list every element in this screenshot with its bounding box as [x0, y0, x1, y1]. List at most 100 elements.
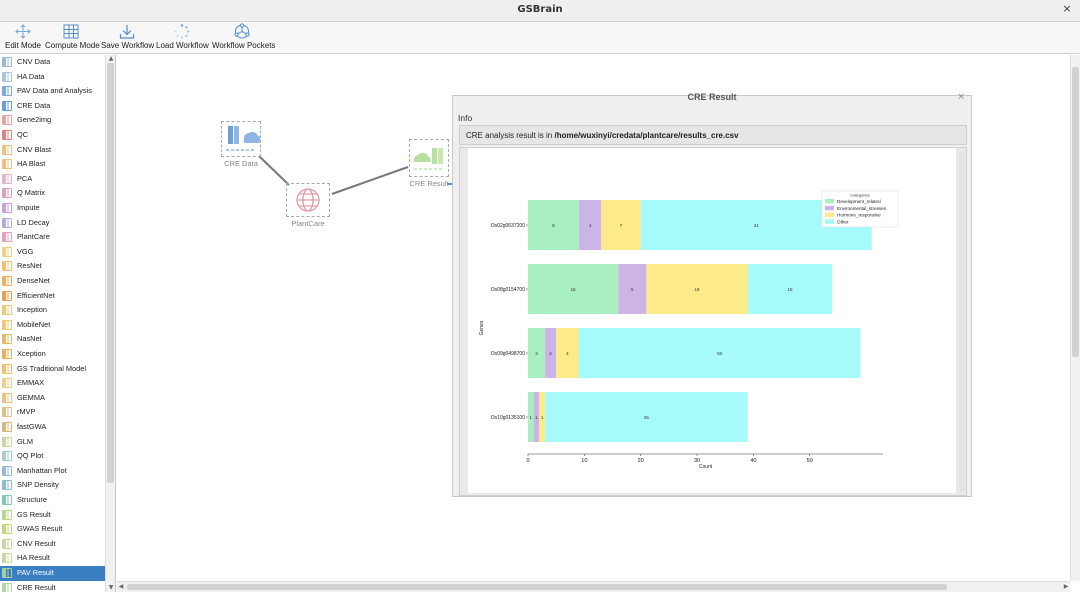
- sidebar-item[interactable]: DenseNet: [0, 274, 105, 289]
- sidebar-item[interactable]: HA Result: [0, 551, 105, 566]
- sidebar-item[interactable]: SNP Density: [0, 478, 105, 493]
- chart-x-axis-label: Count: [699, 464, 713, 470]
- module-icon: [2, 261, 12, 272]
- scroll-right-icon[interactable]: ▶: [1063, 583, 1069, 590]
- sidebar-item[interactable]: Gene2img: [0, 113, 105, 128]
- sidebar-item[interactable]: EMMAX: [0, 376, 105, 391]
- scroll-up-icon[interactable]: ▲: [108, 55, 114, 62]
- module-icon: [2, 115, 12, 126]
- chart-bar-segment: [539, 392, 545, 442]
- sidebar-item-label: HA Blast: [17, 159, 46, 169]
- sidebar-item-label: CRE Data: [17, 100, 51, 110]
- sidebar-item[interactable]: Impute: [0, 201, 105, 216]
- sidebar-item[interactable]: PCA: [0, 172, 105, 187]
- chart-legend-swatch: [825, 219, 834, 224]
- edit-mode-label: Edit Mode: [4, 41, 42, 50]
- sidebar-item-label: HA Data: [17, 71, 45, 81]
- chart-legend-swatch: [825, 212, 834, 218]
- sidebar-item-label: PlantCare: [17, 232, 50, 242]
- node-plantcare[interactable]: PlantCare: [283, 183, 333, 228]
- sidebar-item[interactable]: CRE Data: [0, 99, 105, 114]
- module-icon: [2, 290, 12, 301]
- chart-data-label: 36: [644, 415, 650, 420]
- sidebar-item[interactable]: Structure: [0, 493, 105, 508]
- sidebar-item[interactable]: GS Traditional Model: [0, 362, 105, 377]
- sidebar-item[interactable]: PAV Result: [0, 566, 105, 581]
- sidebar-item[interactable]: EfficientNet: [0, 289, 105, 304]
- sidebar-item[interactable]: Inception: [0, 303, 105, 318]
- sidebar-item[interactable]: GLM: [0, 435, 105, 450]
- sidebar-item[interactable]: Xception: [0, 347, 105, 362]
- chart-bar-segment: [618, 264, 647, 314]
- chart-legend-entry: Other: [837, 219, 849, 224]
- sidebar-item[interactable]: fastGWA: [0, 420, 105, 435]
- node-cre-result[interactable]: CRE Result: [406, 139, 452, 188]
- sidebar-item[interactable]: HA Blast: [0, 157, 105, 172]
- connection-line: [331, 166, 409, 195]
- canvas-horizontal-scrollbar[interactable]: ◀ ▶: [117, 581, 1070, 592]
- module-icon: [2, 232, 12, 243]
- module-icon: [2, 276, 12, 286]
- load-workflow-button[interactable]: Load Workflow: [156, 23, 209, 53]
- sidebar-item[interactable]: GS Result: [0, 508, 105, 523]
- dialog-close-button[interactable]: ×: [957, 92, 965, 102]
- sidebar-item[interactable]: Q Matrix: [0, 186, 105, 201]
- sidebar-item[interactable]: NasNet: [0, 332, 105, 347]
- plot-scrollbar[interactable]: [959, 152, 965, 492]
- chart-bar-segment: [544, 328, 557, 378]
- sidebar-item[interactable]: VGG: [0, 245, 105, 260]
- sidebar-item[interactable]: QC: [0, 128, 105, 143]
- sidebar-item[interactable]: GWAS Result: [0, 522, 105, 537]
- window-title: GSBrain: [517, 4, 563, 15]
- window-close-button[interactable]: ×: [1062, 2, 1072, 15]
- chart-x-tick-label: 50: [807, 458, 813, 464]
- chart-legend-entry: Hormone_responsive: [837, 213, 881, 218]
- sidebar-item[interactable]: CRE Result: [0, 581, 105, 592]
- move-icon: [15, 24, 31, 39]
- save-workflow-label: Save Workflow: [101, 41, 155, 50]
- compute-mode-button[interactable]: Compute Mode: [45, 23, 100, 53]
- sidebar-item[interactable]: LD Decay: [0, 216, 105, 231]
- module-icon: [2, 451, 12, 462]
- sidebar-scroll-thumb[interactable]: [107, 63, 114, 483]
- scroll-left-icon[interactable]: ◀: [118, 583, 124, 590]
- save-workflow-button[interactable]: Save Workflow: [101, 23, 155, 53]
- module-icon: [2, 130, 12, 140]
- sidebar-item-label: CNV Data: [17, 57, 51, 66]
- chart-bar-segment: [556, 328, 579, 378]
- sidebar-item[interactable]: PAV Data and Analysis: [0, 84, 105, 99]
- sidebar-item[interactable]: QQ Plot: [0, 449, 105, 464]
- chart-x-tick-label: 30: [694, 458, 700, 464]
- workflow-pockets-button[interactable]: Workflow Pockets: [212, 23, 275, 53]
- sidebar-item[interactable]: ResNet: [0, 259, 105, 274]
- sidebar-item[interactable]: Manhattan Plot: [0, 464, 105, 479]
- chart-bar-segment: [578, 200, 602, 250]
- sidebar-item[interactable]: rMVP: [0, 405, 105, 420]
- chart-bar-segment: [533, 392, 540, 442]
- sidebar-item-label: Xception: [17, 349, 46, 358]
- sidebar-item[interactable]: HA Data: [0, 70, 105, 85]
- sidebar-scrollbar[interactable]: ▲ ▼: [105, 55, 115, 592]
- module-icon: [2, 57, 12, 67]
- module-icon: [2, 71, 12, 82]
- chart-x-tick-label: 0: [526, 458, 529, 464]
- cre-result-icon: [409, 139, 449, 177]
- scroll-down-icon[interactable]: ▼: [108, 584, 114, 591]
- sidebar-item[interactable]: GEMMA: [0, 391, 105, 406]
- sidebar-item[interactable]: CNV Data: [0, 55, 105, 70]
- node-cre-data[interactable]: CRE Data: [213, 121, 269, 168]
- canvas-vscroll-thumb[interactable]: [1072, 67, 1079, 357]
- chart-y-tick-label: Os02g0637200: [491, 223, 525, 229]
- sidebar-item[interactable]: CNV Blast: [0, 143, 105, 158]
- sidebar-item[interactable]: MobileNet: [0, 318, 105, 333]
- canvas-vertical-scrollbar[interactable]: [1070, 55, 1080, 581]
- chart-data-label: 4: [566, 351, 569, 356]
- sidebar-item-label: PAV Data and Analysis: [17, 86, 92, 96]
- edit-mode-button[interactable]: Edit Mode: [4, 23, 42, 53]
- canvas-hscroll-thumb[interactable]: [127, 584, 947, 590]
- sidebar-item[interactable]: CNV Result: [0, 537, 105, 552]
- sidebar-item[interactable]: PlantCare: [0, 230, 105, 245]
- sidebar-item-label: QQ Plot: [17, 451, 44, 461]
- chart-legend-swatch: [825, 199, 834, 204]
- chart-y-axis-label: Genes: [479, 320, 485, 335]
